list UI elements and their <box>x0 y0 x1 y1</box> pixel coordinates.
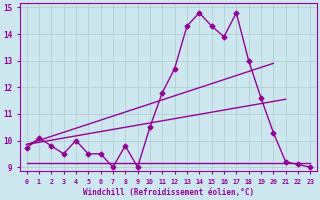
X-axis label: Windchill (Refroidissement éolien,°C): Windchill (Refroidissement éolien,°C) <box>83 188 254 197</box>
